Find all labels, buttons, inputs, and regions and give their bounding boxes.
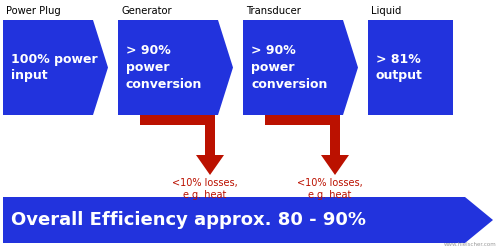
Text: Transducer: Transducer <box>246 6 301 16</box>
Bar <box>330 125 340 155</box>
Polygon shape <box>118 20 233 115</box>
Text: <10% losses,
e.g. heat: <10% losses, e.g. heat <box>297 178 363 201</box>
Bar <box>205 125 215 155</box>
Bar <box>140 115 215 125</box>
Text: > 90%
power
conversion: > 90% power conversion <box>251 44 328 90</box>
Polygon shape <box>3 20 108 115</box>
Text: > 81%
output: > 81% output <box>376 53 423 82</box>
Text: Overall Efficiency approx. 80 - 90%: Overall Efficiency approx. 80 - 90% <box>11 211 366 229</box>
Polygon shape <box>3 197 493 243</box>
Text: > 90%
power
conversion: > 90% power conversion <box>126 44 202 90</box>
Text: <10% losses,
e.g. heat: <10% losses, e.g. heat <box>172 178 238 201</box>
Text: Generator: Generator <box>121 6 172 16</box>
Polygon shape <box>321 155 349 175</box>
Text: Liquid: Liquid <box>371 6 402 16</box>
Polygon shape <box>243 20 358 115</box>
Bar <box>265 115 340 125</box>
Polygon shape <box>196 155 224 175</box>
Text: Power Plug: Power Plug <box>6 6 61 16</box>
Text: 100% power
input: 100% power input <box>11 53 98 82</box>
Text: www.hielscher.com: www.hielscher.com <box>444 242 497 247</box>
Polygon shape <box>368 20 453 115</box>
